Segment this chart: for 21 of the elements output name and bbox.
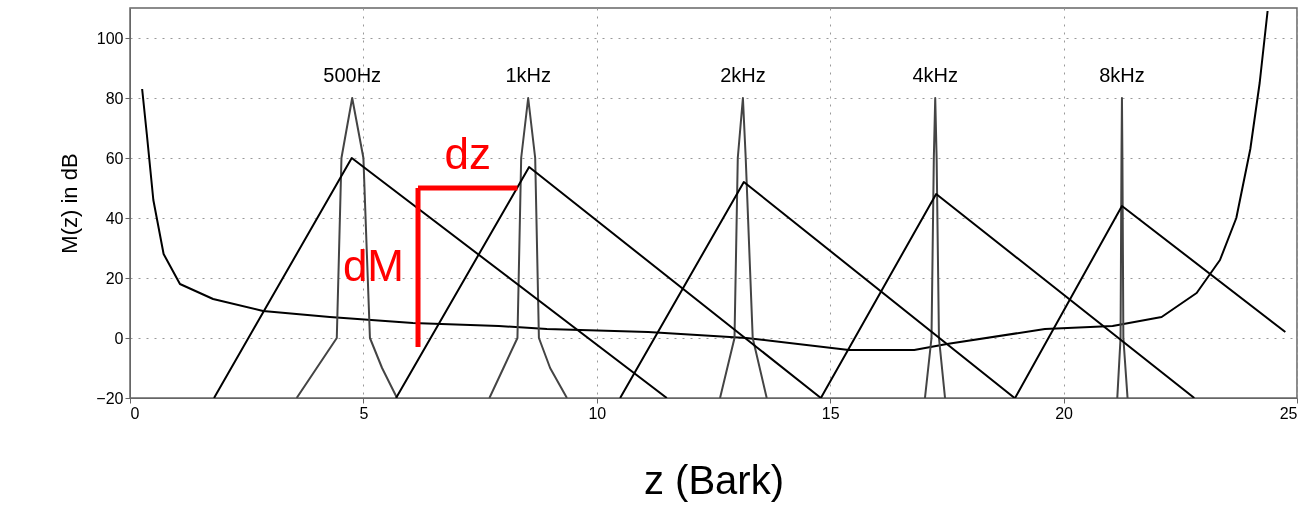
- series-label: 4kHz: [912, 64, 959, 86]
- series-label: dz: [444, 129, 491, 178]
- y-tick-label: 0: [114, 329, 124, 347]
- y-tick-label: 100: [96, 29, 124, 47]
- x-tick-label: 0: [130, 404, 140, 422]
- x-tick-label: 15: [821, 404, 840, 422]
- series-label: 1kHz: [505, 64, 551, 86]
- series-label: 500Hz: [323, 64, 382, 86]
- x-tick-label: 5: [359, 404, 369, 422]
- y-tick-label: 80: [105, 89, 124, 107]
- series-label: 8kHz: [1099, 64, 1145, 86]
- y-tick-label: 60: [105, 149, 124, 167]
- y-tick-label: 20: [105, 269, 124, 287]
- y-tick-label: −20: [96, 389, 124, 407]
- x-tick-label: 20: [1055, 404, 1074, 422]
- series-label: 2kHz: [720, 64, 766, 86]
- y-tick-label: 40: [105, 209, 124, 227]
- x-axis-title: z (Bark): [644, 457, 784, 502]
- x-tick-label: 10: [588, 404, 607, 422]
- y-axis-title: M(z) in dB: [57, 153, 83, 254]
- x-tick-label: 25: [1279, 404, 1298, 422]
